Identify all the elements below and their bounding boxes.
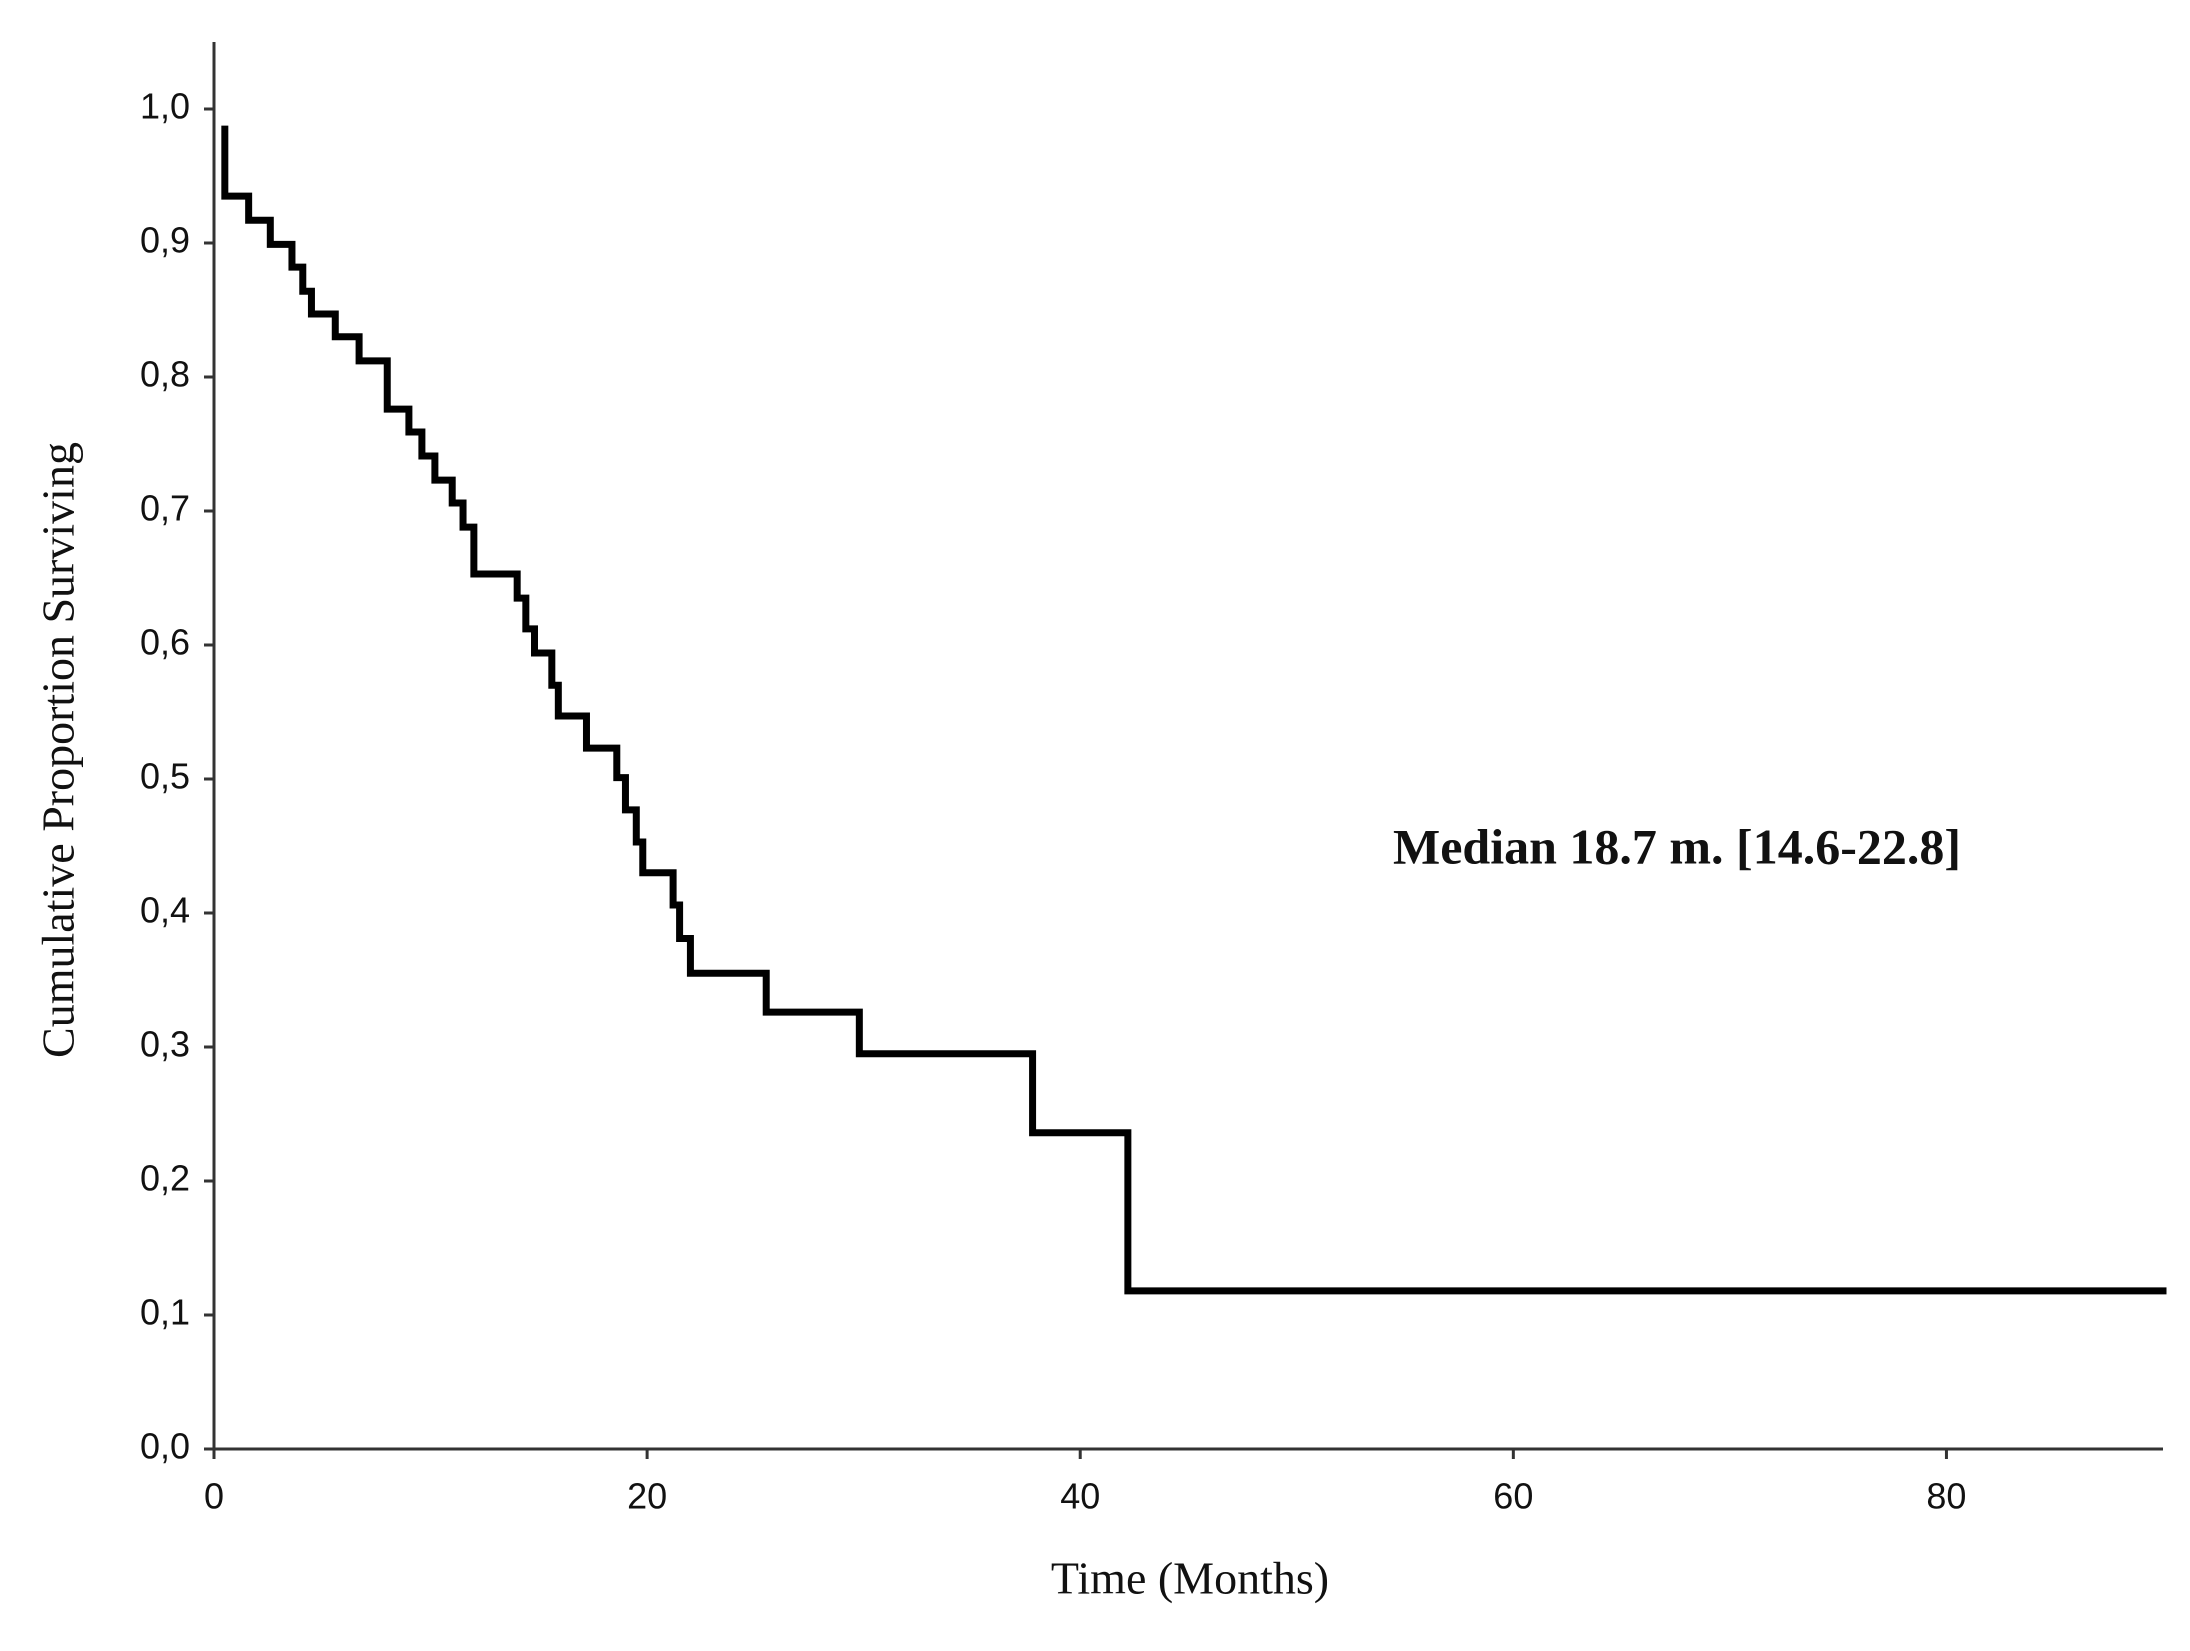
y-tick-label: 0,2	[140, 1158, 190, 1199]
y-tick-label: 0,5	[140, 756, 190, 797]
y-tick-label: 0,7	[140, 488, 190, 529]
x-tick-label: 80	[1926, 1476, 1966, 1517]
x-tick-label: 60	[1493, 1476, 1533, 1517]
y-tick-label: 0,6	[140, 622, 190, 663]
x-tick-label: 0	[204, 1476, 224, 1517]
y-tick-label: 0,9	[140, 220, 190, 261]
y-tick-label: 0,0	[140, 1426, 190, 1467]
y-tick-label: 0,1	[140, 1292, 190, 1333]
x-tick-label: 20	[627, 1476, 667, 1517]
y-axis-title: Cumulative Proportion Surviving	[33, 442, 84, 1058]
survival-curve	[221, 125, 2167, 1295]
annotation: Median 18.7 m. [14.6-22.8]	[1393, 818, 1961, 874]
y-tick-label: 0,3	[140, 1024, 190, 1065]
y-tick-label: 0,8	[140, 354, 190, 395]
x-axis-title: Time (Months)	[1051, 1553, 1329, 1604]
y-tick-label: 0,4	[140, 890, 190, 931]
x-tick-label: 40	[1060, 1476, 1100, 1517]
y-tick-label: 1,0	[140, 86, 190, 127]
